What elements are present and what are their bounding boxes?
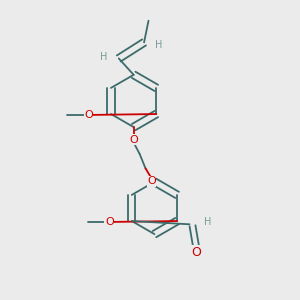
Text: O: O <box>147 176 156 186</box>
Text: O: O <box>84 110 93 120</box>
Text: H: H <box>100 52 108 62</box>
Text: H: H <box>154 40 162 50</box>
Text: O: O <box>129 135 138 145</box>
Text: H: H <box>204 217 211 227</box>
Text: O: O <box>105 217 114 227</box>
Text: O: O <box>191 246 201 259</box>
